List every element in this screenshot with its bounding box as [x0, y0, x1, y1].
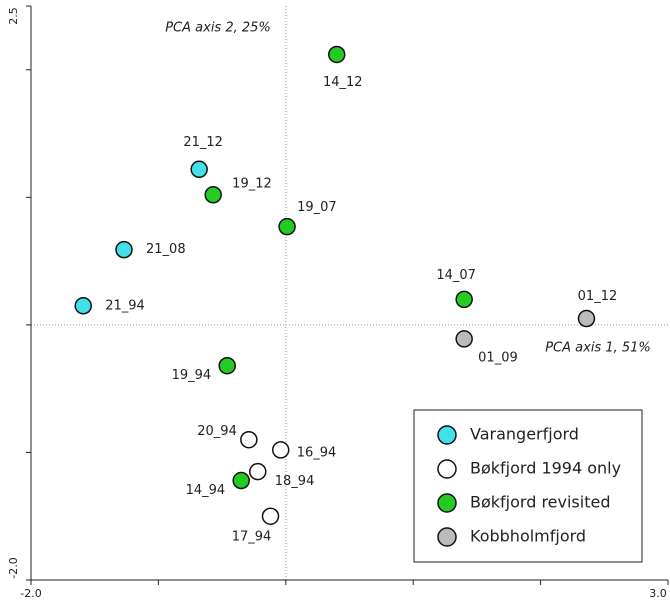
point-label: 19_12: [232, 176, 272, 191]
point-label: 14_07: [436, 268, 476, 283]
point-label: 14_94: [186, 483, 226, 498]
point-label: 01_12: [578, 289, 618, 304]
legend-label: Bøkfjord 1994 only: [470, 459, 621, 478]
y-tick-label: 2.5: [7, 7, 20, 25]
y-axis-title: PCA axis 2, 25%: [165, 21, 271, 36]
point: [455, 290, 473, 309]
point: [218, 356, 236, 375]
legend-label: Bøkfjord revisited: [470, 493, 610, 512]
point-label: 21_12: [183, 135, 223, 150]
point: [74, 297, 92, 315]
point: [204, 186, 222, 204]
point-label: 14_12: [323, 75, 363, 90]
point-label: 19_94: [172, 368, 212, 383]
legend-marker: [437, 527, 457, 547]
legend-marker: [437, 425, 457, 445]
point-label: 21_94: [105, 298, 145, 313]
point: [455, 330, 473, 348]
point-label: 21_08: [146, 242, 186, 257]
point: [232, 471, 250, 490]
legend-label: Varangerfjord: [470, 425, 579, 444]
point: [240, 430, 258, 449]
point: [249, 462, 267, 481]
x-tick-label: -2.0: [20, 587, 41, 600]
point: [261, 507, 280, 525]
point-label: 19_07: [297, 200, 337, 215]
legend-marker: [437, 493, 457, 513]
x-axis-title: PCA axis 1, 51%: [545, 341, 651, 356]
point-label: 20_94: [197, 424, 237, 439]
legend-label: Kobbholmfjord: [470, 527, 586, 546]
point: [577, 309, 596, 328]
legend-marker: [437, 459, 457, 479]
point-label: 16_94: [297, 445, 337, 460]
point: [190, 160, 208, 179]
point: [278, 217, 296, 236]
point: [328, 45, 346, 64]
point-label: 01_09: [478, 350, 518, 365]
point-label: 18_94: [275, 474, 315, 489]
x-tick-label: 3.0: [649, 587, 667, 600]
point: [271, 441, 290, 459]
point-label: 17_94: [232, 530, 272, 545]
point: [115, 240, 133, 259]
y-tick-label: -2.0: [7, 557, 20, 578]
